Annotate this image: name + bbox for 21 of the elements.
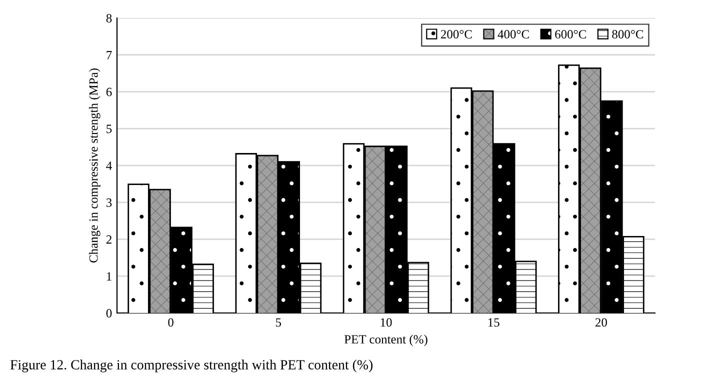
y-axis-title: Change in compressive strength (MPa)	[88, 68, 100, 263]
legend-label: 200°C	[440, 30, 472, 38]
x-tick-label: 20	[596, 318, 607, 327]
y-tick-label: 6	[106, 88, 112, 96]
y-tick-label: 2	[106, 235, 112, 244]
y-tick-label: 4	[106, 162, 112, 170]
y-tick-label: 7	[106, 51, 112, 60]
caption: Figure 12. Change in compressive strength with PET content (%)	[10, 360, 372, 372]
y-tick-label: 0	[106, 309, 112, 318]
x-tick-label: 10	[380, 318, 392, 327]
y-tick-label: 3	[106, 198, 112, 207]
x-axis-title: PET content (%)	[344, 334, 428, 346]
legend-label: 600°C	[555, 30, 586, 38]
legend-label: 400°C	[498, 30, 529, 38]
x-tick-label: 5	[276, 318, 282, 327]
y-tick-label: 5	[106, 124, 112, 134]
y-tick-label: 8	[106, 14, 112, 22]
legend-label: 800°C	[612, 30, 644, 38]
x-tick-label: 0	[168, 318, 174, 327]
x-tick-label: 15	[488, 318, 500, 327]
y-tick-label: 1	[106, 272, 112, 280]
